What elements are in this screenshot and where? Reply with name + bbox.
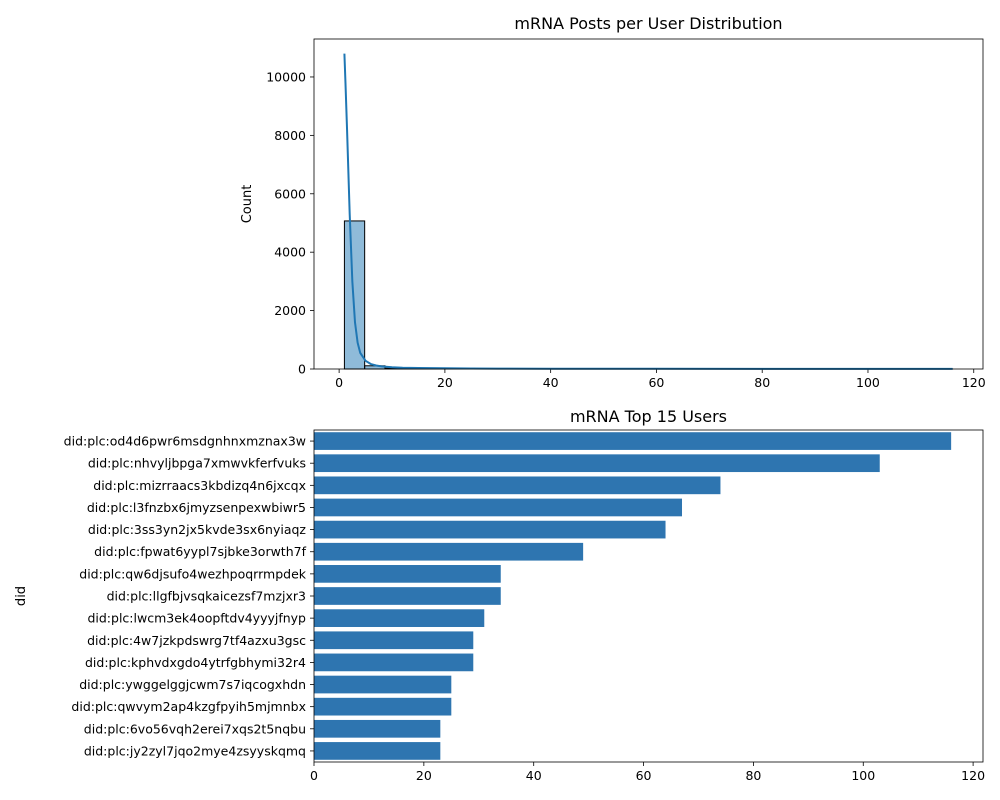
bar-chart-title: mRNA Top 15 Users <box>570 407 727 426</box>
bar-chart-category-label: did:plc:nhvyljbpga7xmwvkferfvuks <box>88 456 306 471</box>
bar-chart-category-label: did:plc:l3fnzbx6jmyzsenpexwbiwr5 <box>87 500 306 515</box>
bar-chart-x-tick-label: 0 <box>310 768 318 783</box>
bar-chart-category-label: did:plc:qw6djsufo4wezhpoqrrmpdek <box>79 566 306 581</box>
bar-chart-category-label: did:plc:4w7jzkpdswrg7tf4azxu3gsc <box>87 633 306 648</box>
bar-chart-category-label: did:plc:3ss3yn2jx5kvde3sx6nyiaqz <box>88 522 307 537</box>
histogram-x-tick-label: 60 <box>648 375 664 390</box>
bar-chart-bar <box>314 675 452 694</box>
histogram-bar <box>343 220 366 370</box>
bar-chart-bar <box>314 587 501 605</box>
histogram-x-tick-label: 100 <box>856 375 880 390</box>
histogram-title: mRNA Posts per User Distribution <box>514 14 782 33</box>
bar-chart-x-tick-label: 20 <box>416 768 432 783</box>
bar-chart-bar <box>314 454 880 473</box>
histogram-x-tick-label: 80 <box>754 375 770 390</box>
bar-chart-category-label: did:plc:llgfbjvsqkaicezsf7mzjxr3 <box>107 589 306 604</box>
histogram-y-tick-label: 0 <box>298 362 306 377</box>
histogram-plot-frame <box>313 38 984 370</box>
histogram-y-axis-label: Count <box>240 185 255 224</box>
bar-chart-x-tick-label: 60 <box>636 768 652 783</box>
bar-chart-bar <box>314 742 441 760</box>
bar-chart-x-tick-label: 120 <box>961 768 985 783</box>
histogram-x-tick-label: 0 <box>335 375 343 390</box>
bar-chart-category-label: did:plc:kphvdxgdo4ytrfgbhymi32r4 <box>85 655 306 670</box>
bar-chart-category-label: did:plc:lwcm3ek4oopftdv4yyyjfnyp <box>87 611 306 626</box>
bar-chart-bar <box>314 653 474 672</box>
bar-chart-category-label: did:plc:od4d6pwr6msdgnhnxmznax3w <box>64 434 306 449</box>
histogram-y-tick-label: 4000 <box>274 245 306 260</box>
histogram-y-tick-label: 2000 <box>274 303 306 318</box>
histogram-chart: mRNA Posts per User Distribution Count 0… <box>240 14 986 390</box>
histogram-y-tick-label: 10000 <box>266 69 306 84</box>
histogram-x-tick-label: 40 <box>543 375 559 390</box>
histogram-y-tick-label: 8000 <box>274 128 306 143</box>
histogram-y-tick-label: 6000 <box>274 186 306 201</box>
bar-chart-bar <box>314 432 952 450</box>
top-users-bar-chart: mRNA Top 15 Users did 0 20 40 60 80 100 120 di… <box>14 407 985 783</box>
bar-chart-bar <box>314 565 501 583</box>
bar-chart-category-label: did:plc:jy2zyl7jqo2mye4zsyyskqmq <box>84 743 306 758</box>
bar-chart-plot-frame <box>313 429 984 763</box>
bar-chart-category-label: did:plc:qwvym2ap4kzgfpyih5mjmnbx <box>71 699 306 714</box>
bar-chart-bar <box>314 719 441 738</box>
bar-chart-bar <box>314 542 584 561</box>
bar-chart-category-label: did:plc:mizrraacs3kbdizq4n6jxcqx <box>93 478 306 493</box>
histogram-kde-line <box>343 53 953 370</box>
histogram-x-tick-label: 20 <box>437 375 453 390</box>
bar-chart-category-label: did:plc:fpwat6yypl7sjbke3orwth7f <box>94 544 306 559</box>
bar-chart-x-tick-label: 100 <box>851 768 875 783</box>
bar-chart-bar <box>314 609 485 627</box>
bar-chart-x-tick-label: 40 <box>526 768 542 783</box>
histogram-x-tick-label: 120 <box>962 375 986 390</box>
bar-chart-y-axis-label: did <box>14 586 29 606</box>
bar-chart-bar <box>314 697 452 716</box>
bar-chart-category-label: did:plc:6vo56vqh2erei7xqs2t5nqbu <box>84 721 306 736</box>
bar-chart-bar <box>314 520 666 539</box>
bar-chart-x-tick-label: 80 <box>745 768 761 783</box>
bar-chart-bar <box>314 498 683 517</box>
bar-chart-bar <box>314 476 721 495</box>
bar-chart-bar <box>314 631 474 650</box>
bar-chart-category-label: did:plc:ywggelggjcwm7s7iqcogxhdn <box>79 677 306 692</box>
